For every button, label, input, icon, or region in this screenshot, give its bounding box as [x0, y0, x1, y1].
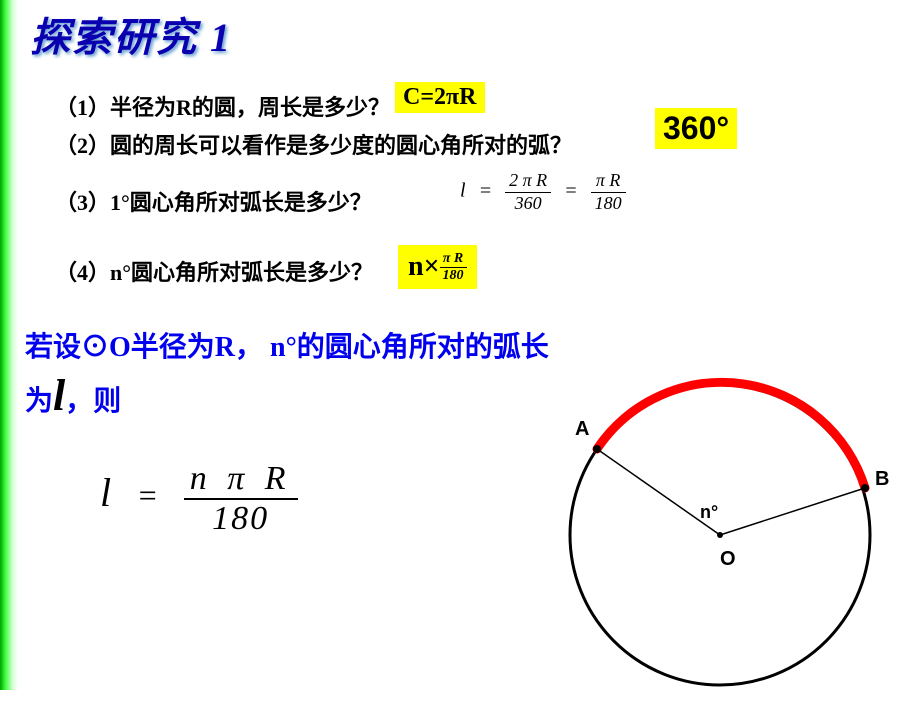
q3-formula: l = 2 π R360 = π R180: [460, 170, 626, 214]
circle-diagram: [540, 370, 900, 710]
label-B: B: [875, 468, 889, 491]
main-formula: l = n π R 180: [100, 460, 298, 538]
statement-line2: 为l，则: [25, 370, 121, 421]
label-angle: n°: [700, 502, 718, 523]
q4-text: （4）n°圆心角所对弧长是多少？: [55, 255, 373, 287]
left-gradient-stripe: [0, 0, 18, 690]
label-O: O: [720, 548, 736, 571]
q1-answer: C=2πR: [395, 82, 485, 113]
q3-text: （3）1°圆心角所对弧长是多少？: [55, 185, 372, 217]
slide-title: 探索研究 1: [30, 5, 232, 63]
q2-answer: 360°: [655, 108, 737, 149]
q4-answer: n×π R180: [398, 245, 477, 289]
label-A: A: [575, 418, 589, 441]
q2-text: （2）圆的周长可以看作是多少度的圆心角所对的弧？: [55, 128, 572, 160]
q1-text: （1）半径为R的圆，周长是多少？: [55, 90, 390, 122]
statement-line1: 若设⊙O半径为R， n°的圆心角所对的弧长: [25, 325, 549, 365]
